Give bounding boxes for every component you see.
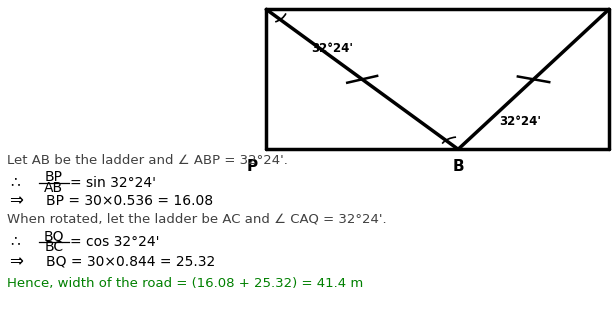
Text: 32°24': 32°24' [499,115,541,128]
Text: BP = 30×0.536 = 16.08: BP = 30×0.536 = 16.08 [46,193,213,208]
Text: Hence, width of the road = (16.08 + 25.32) = 41.4 m: Hence, width of the road = (16.08 + 25.3… [7,276,364,290]
Text: Let AB be the ladder and ∠ ABP = 32°24'.: Let AB be the ladder and ∠ ABP = 32°24'. [7,154,288,167]
Text: BQ: BQ [43,229,64,244]
Text: BP: BP [45,170,63,184]
Text: = cos 32°24': = cos 32°24' [70,234,160,249]
Text: BC: BC [44,240,64,254]
Text: ∴: ∴ [10,174,20,189]
Text: A: A [247,0,258,3]
Text: B: B [452,159,464,174]
Text: = sin 32°24': = sin 32°24' [70,175,157,190]
Text: 32°24': 32°24' [311,42,353,55]
Text: ∴: ∴ [10,234,20,248]
Text: ⇒: ⇒ [9,192,23,210]
Text: ⇒: ⇒ [9,252,23,270]
Text: AB: AB [44,181,64,195]
Text: BQ = 30×0.844 = 25.32: BQ = 30×0.844 = 25.32 [46,254,215,268]
Text: P: P [247,159,258,174]
Text: When rotated, let the ladder be AC and ∠ CAQ = 32°24'.: When rotated, let the ladder be AC and ∠… [7,213,387,226]
